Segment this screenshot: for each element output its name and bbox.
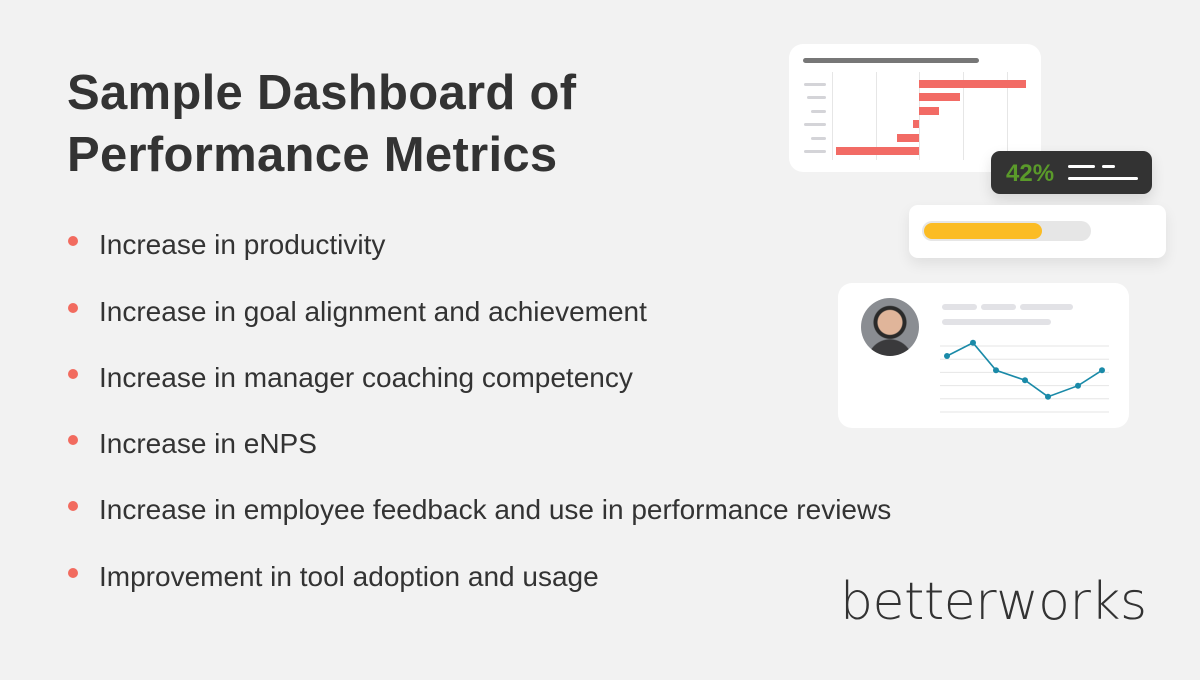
row-label-placeholder <box>811 109 826 113</box>
row-label-placeholder <box>804 123 826 127</box>
bullet-item: Increase in manager coaching competency <box>68 361 633 395</box>
bullet-item: Increase in goal alignment and achieveme… <box>68 295 647 329</box>
text-placeholder <box>1102 165 1115 168</box>
progress-card <box>909 205 1166 258</box>
row-label-placeholder <box>804 150 826 153</box>
gridline <box>919 72 920 160</box>
bullet-item: Increase in eNPS <box>68 427 317 461</box>
percent-pill: 42% <box>991 151 1152 194</box>
gridline <box>832 72 833 160</box>
bullet-text: Improvement in tool adoption and usage <box>99 561 599 592</box>
bullet-dot-icon <box>68 369 78 379</box>
data-point <box>1075 382 1081 389</box>
bullet-dot-icon <box>68 501 78 511</box>
progress-track <box>922 221 1091 241</box>
bar <box>913 120 919 129</box>
row-label-placeholder <box>811 136 826 140</box>
text-placeholder <box>1068 165 1095 168</box>
bullet-text: Increase in eNPS <box>99 428 317 459</box>
text-placeholder <box>942 319 1051 325</box>
card-title-placeholder <box>803 58 979 63</box>
bar-chart-card <box>789 44 1041 172</box>
bullet-dot-icon <box>68 568 78 578</box>
bullet-item: Increase in productivity <box>68 228 385 262</box>
bullet-dot-icon <box>68 435 78 445</box>
bullet-text: Increase in employee feedback and use in… <box>99 494 892 525</box>
bullet-item: Increase in employee feedback and use in… <box>68 493 891 527</box>
betterworks-logo: betterworks <box>840 572 1147 632</box>
data-point <box>993 367 999 374</box>
line-chart <box>940 339 1109 413</box>
bar <box>836 147 919 155</box>
bar <box>919 106 939 115</box>
avatar <box>861 298 919 356</box>
row-label-placeholder <box>807 96 826 100</box>
data-point <box>944 353 950 359</box>
gridline <box>1007 72 1008 160</box>
series-line <box>946 341 1103 398</box>
progress-fill <box>924 223 1043 239</box>
gridline <box>876 72 877 160</box>
bullet-dot-icon <box>68 236 78 246</box>
text-placeholder <box>1020 304 1073 310</box>
text-placeholder <box>1068 177 1138 180</box>
bullet-text: Increase in manager coaching competency <box>99 362 633 393</box>
bar <box>919 93 960 102</box>
bullet-dot-icon <box>68 303 78 313</box>
bullet-item: Improvement in tool adoption and usage <box>68 560 599 594</box>
page-title: Sample Dashboard of Performance Metrics <box>67 66 577 182</box>
bullet-text: Increase in productivity <box>99 229 386 260</box>
text-placeholder <box>942 304 977 310</box>
gridline <box>963 72 964 160</box>
bar <box>919 80 1026 88</box>
data-point <box>1099 367 1105 374</box>
data-point <box>1045 393 1051 400</box>
data-point <box>970 339 976 346</box>
percent-value: 42% <box>1006 160 1055 187</box>
bullet-text: Increase in goal alignment and achieveme… <box>99 296 647 327</box>
data-point <box>1022 377 1028 384</box>
text-placeholder <box>981 304 1016 310</box>
bar <box>897 133 919 142</box>
profile-card <box>838 283 1129 428</box>
row-label-placeholder <box>804 83 826 86</box>
